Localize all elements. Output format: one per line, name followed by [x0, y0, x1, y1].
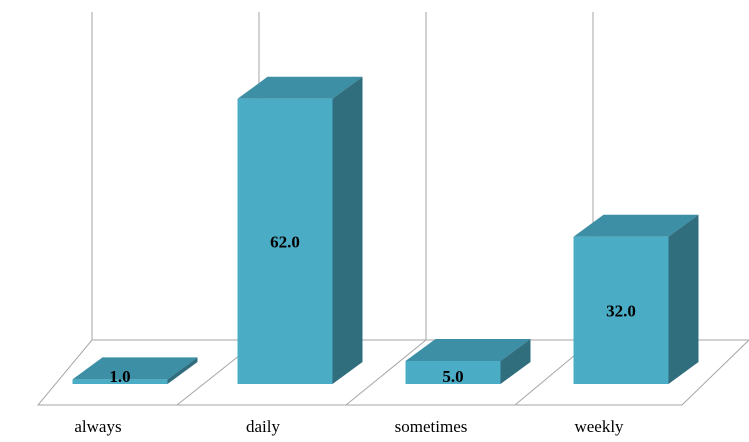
data-label: 62.0	[270, 232, 300, 251]
bar-top	[237, 76, 363, 99]
bar-daily	[237, 76, 363, 385]
bar-front	[405, 361, 501, 384]
bar-top	[72, 357, 198, 380]
bar-side	[500, 339, 531, 384]
chart-bars	[72, 76, 699, 385]
data-label: 1.0	[109, 367, 130, 386]
bar-top	[573, 214, 699, 237]
bar-front	[237, 98, 333, 385]
bar-side	[167, 357, 198, 384]
bar-side	[668, 214, 699, 384]
bar-top	[405, 339, 531, 361]
bar-weekly	[573, 214, 699, 384]
data-label: 5.0	[442, 367, 463, 386]
bar-front	[573, 236, 669, 384]
chart-labels: 1.0 always 62.0 daily 5.0 sometimes 32.0 weekly	[74, 232, 635, 436]
category-label: always	[74, 417, 121, 436]
bar-front	[72, 379, 168, 384]
category-label: daily	[246, 417, 280, 436]
category-label: sometimes	[395, 417, 468, 436]
floor-divider	[345, 339, 427, 406]
bar-always	[72, 357, 198, 384]
bar-side	[332, 76, 363, 385]
category-label: weekly	[574, 417, 624, 436]
bar-sometimes	[405, 339, 531, 384]
data-label: 32.0	[606, 301, 636, 320]
